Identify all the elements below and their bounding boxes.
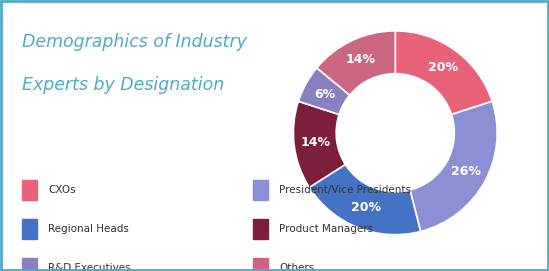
Text: CXOs: CXOs — [48, 185, 76, 195]
Text: President/Vice Presidents: President/Vice Presidents — [279, 185, 411, 195]
Text: 20%: 20% — [351, 201, 380, 214]
Wedge shape — [317, 31, 395, 95]
Text: 14%: 14% — [346, 53, 376, 66]
Bar — [253, 219, 268, 239]
Text: 26%: 26% — [451, 165, 481, 178]
Bar — [22, 258, 37, 271]
Bar — [253, 258, 268, 271]
Text: 14%: 14% — [300, 136, 330, 149]
Text: 6%: 6% — [314, 88, 335, 101]
Text: Regional Heads: Regional Heads — [48, 224, 129, 234]
Text: R&D Executives: R&D Executives — [48, 263, 131, 271]
Wedge shape — [309, 164, 421, 235]
Bar — [22, 219, 37, 239]
Wedge shape — [298, 68, 350, 115]
Wedge shape — [395, 31, 492, 115]
Text: Demographics of Industry: Demographics of Industry — [22, 33, 247, 50]
Wedge shape — [293, 101, 345, 187]
Bar — [253, 179, 268, 200]
Text: Product Managers: Product Managers — [279, 224, 373, 234]
Wedge shape — [410, 101, 497, 231]
Text: Others: Others — [279, 263, 314, 271]
Bar — [22, 179, 37, 200]
Text: 20%: 20% — [428, 61, 458, 74]
Text: Experts by Designation: Experts by Designation — [22, 76, 224, 94]
